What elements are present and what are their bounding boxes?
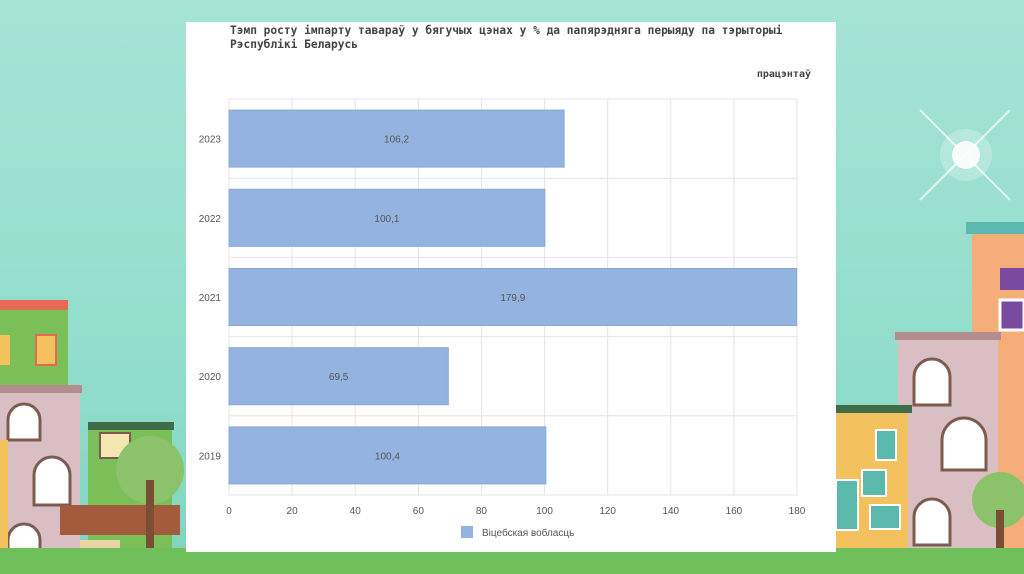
legend-label: Віцебская вобласць [482, 527, 574, 539]
x-tick-label: 160 [726, 506, 743, 517]
bar [228, 267, 798, 327]
x-tick-label: 140 [662, 506, 679, 517]
x-tick-label: 20 [287, 506, 299, 517]
right-buildings [835, 222, 1024, 574]
data-label: 100,4 [375, 451, 400, 462]
bar [228, 426, 547, 485]
bar-chart: 0 20 40 60 80 100 120 140 160 180 106,2 2023 100,1 20… [199, 98, 806, 539]
sun-icon [919, 109, 1011, 201]
x-tick-label: 0 [226, 506, 232, 517]
data-label: 179,9 [500, 293, 525, 304]
bar [228, 109, 565, 168]
x-tick-label: 120 [599, 506, 616, 517]
left-buildings [0, 300, 184, 574]
x-tick-label: 60 [413, 506, 425, 517]
x-tick-label: 40 [350, 506, 362, 517]
chart-title: Тэмп росту імпарту тавараў у бягучых цэн… [230, 24, 790, 51]
data-label: 100,1 [374, 214, 399, 225]
chart-panel: Тэмп росту імпарту тавараў у бягучых цэн… [186, 22, 836, 552]
bar [228, 188, 546, 247]
category-label: 2022 [199, 214, 222, 225]
legend-swatch [461, 526, 473, 538]
x-tick-label: 80 [476, 506, 488, 517]
data-label: 106,2 [384, 135, 409, 146]
category-label: 2020 [199, 372, 222, 383]
x-tick-label: 100 [536, 506, 553, 517]
ground [0, 548, 1024, 574]
category-label: 2019 [199, 451, 222, 462]
category-label: 2023 [199, 135, 222, 146]
category-label: 2021 [199, 293, 222, 304]
data-label: 69,5 [329, 372, 349, 383]
unit-label: працэнтаў [756, 69, 811, 80]
x-tick-label: 180 [789, 506, 806, 517]
bar [228, 347, 449, 406]
